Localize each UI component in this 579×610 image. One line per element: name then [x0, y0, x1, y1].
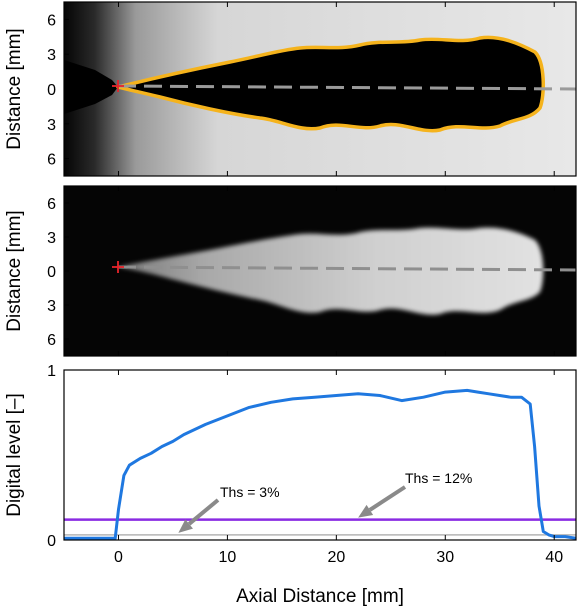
- bottom-x-ticks: 0 10 20 30 40: [114, 370, 563, 566]
- threshold-arrow-head-1: [178, 519, 193, 533]
- top-y-ticks: 6 3 0 3 6: [47, 12, 69, 169]
- middle-panel: 6 3 0 3 6 Distance [mm]: [4, 185, 577, 357]
- y-tick-label: 3: [47, 117, 56, 134]
- top-origin-marker: [112, 80, 124, 92]
- y-tick-label: 6: [47, 196, 56, 213]
- y-tick-label: 0: [47, 264, 56, 281]
- top-spray-body: [116, 35, 546, 133]
- top-centerline: [117, 84, 576, 91]
- bottom-y-ticks: 01: [47, 363, 69, 550]
- top-panel: 6 3 0 3 6 Distance [mm]: [4, 1, 577, 177]
- middle-y-axis-label: Distance [mm]: [4, 210, 25, 331]
- x-tick-label: 10: [219, 549, 237, 566]
- x-tick-label: 30: [436, 549, 454, 566]
- bottom-panel: 01 0 10 20 30 40 Ths = 3%Ths = 12% Digital l…: [4, 363, 577, 607]
- y-tick-label: 6: [47, 332, 56, 349]
- digital-level-line: [64, 388, 576, 540]
- threshold-label-2: Ths = 12%: [405, 470, 472, 486]
- bottom-panel-frame: [63, 369, 577, 541]
- y-tick-label: 1: [47, 363, 56, 380]
- bottom-plot-area: [64, 388, 576, 540]
- y-tick-label: 6: [47, 12, 56, 29]
- middle-spray-body: [118, 227, 544, 315]
- threshold-arrow-shaft-2: [368, 485, 407, 512]
- threshold-arrow-head-2: [358, 504, 374, 518]
- threshold-label-1: Ths = 3%: [220, 484, 280, 500]
- y-tick-label: 0: [47, 82, 56, 99]
- top-x-ticks: [117, 2, 555, 176]
- middle-centerline: [117, 265, 576, 272]
- y-tick-label: 3: [47, 298, 56, 315]
- middle-origin-marker: [112, 261, 124, 273]
- y-tick-label: 3: [47, 47, 56, 64]
- x-tick-label: 0: [114, 549, 123, 566]
- x-tick-label: 20: [327, 549, 345, 566]
- top-y-axis-label: Distance [mm]: [4, 28, 25, 149]
- y-tick-label: 6: [47, 152, 56, 169]
- middle-x-ticks: [117, 186, 555, 356]
- threshold-annotations: Ths = 3% Ths = 12%: [178, 470, 472, 533]
- y-tick-label: 0: [47, 533, 56, 550]
- y-tick-label: 3: [47, 230, 56, 247]
- bottom-y-axis-label: Digital level [–]: [4, 393, 25, 517]
- x-tick-label: 40: [545, 549, 563, 566]
- middle-y-ticks: 6 3 0 3 6: [47, 196, 69, 349]
- threshold-arrow-shaft-1: [187, 498, 220, 526]
- top-nozzle-shadow: [64, 60, 118, 114]
- x-axis-label: Axial Distance [mm]: [236, 586, 404, 607]
